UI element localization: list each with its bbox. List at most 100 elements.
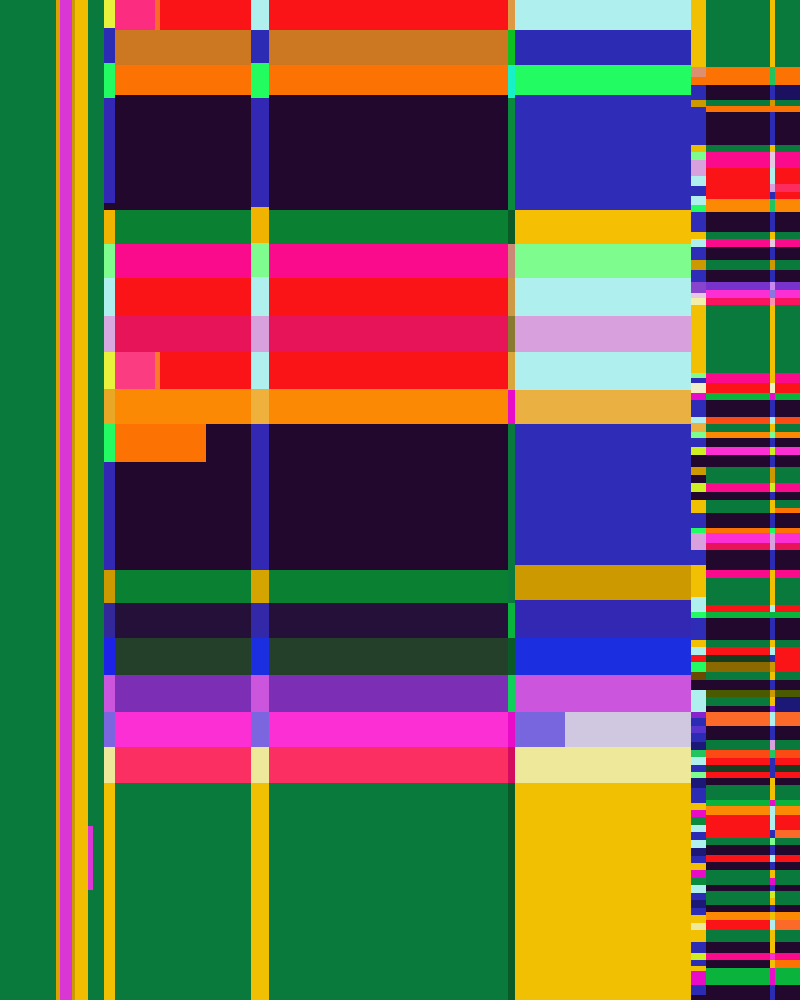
noise-band-right — [775, 838, 800, 845]
noise-band-main — [706, 640, 770, 647]
grid-col-c12-band — [691, 393, 706, 400]
noise-band-line — [770, 282, 775, 290]
noise-band-main — [706, 467, 770, 483]
noise-band-main — [706, 168, 770, 184]
noise-band-line — [770, 184, 775, 192]
grid-col-c6-band — [104, 244, 115, 278]
grid-col-c12-band — [691, 467, 706, 475]
noise-band-main — [706, 578, 770, 605]
noise-band-right — [775, 492, 800, 500]
grid-col-c12-band — [691, 212, 706, 232]
noise-band-right — [775, 968, 800, 985]
grid-col-c12-band — [691, 960, 706, 966]
main-row-c7-seg — [160, 352, 251, 389]
noise-band-right — [775, 905, 800, 912]
noise-band-line — [770, 543, 775, 550]
noise-band-main — [706, 373, 770, 383]
noise-band-main — [706, 550, 770, 570]
noise-band-right — [775, 640, 800, 647]
noise-band-main — [706, 0, 770, 67]
noise-band-line — [770, 740, 775, 750]
main-row-c7 — [115, 278, 251, 316]
noise-band-line — [770, 905, 775, 912]
noise-band-main — [706, 438, 770, 447]
noise-band-line — [770, 533, 775, 543]
noise-band-main — [706, 447, 770, 455]
grid-col-c11-split — [565, 712, 691, 747]
noise-band-right — [775, 740, 800, 750]
noise-band-line — [770, 838, 775, 845]
noise-band-right — [775, 528, 800, 533]
noise-band-right — [775, 393, 800, 400]
main-row-c7 — [115, 30, 251, 65]
grid-col-c12-band — [691, 803, 706, 810]
noise-band-right — [775, 942, 800, 953]
noise-band-right — [775, 483, 800, 492]
grid-col-c12-band — [691, 513, 706, 528]
main-row-c9 — [269, 783, 508, 1000]
noise-band-line — [770, 508, 775, 513]
grid-col-c12-band — [691, 915, 706, 923]
noise-band-main — [706, 891, 770, 898]
noise-band-right — [775, 447, 800, 455]
noise-band-main — [706, 298, 770, 305]
noise-band-line — [770, 492, 775, 500]
main-row-c7-seg — [115, 424, 206, 462]
main-row-c9 — [269, 95, 508, 210]
grid-col-c12-band — [691, 67, 706, 77]
grid-col-c12-band — [691, 690, 706, 703]
noise-band-line — [770, 483, 775, 492]
grid-col-c8-band — [251, 98, 269, 207]
noise-band-main — [706, 232, 770, 239]
grid-col-c12-band — [691, 953, 706, 960]
grid-col-c12-band — [691, 757, 706, 765]
noise-band-main — [706, 758, 770, 765]
noise-band-line — [770, 800, 775, 806]
noise-band-right — [775, 247, 800, 260]
noise-band-right — [775, 67, 800, 85]
noise-band-main — [706, 655, 770, 662]
main-row-c7-seg — [155, 0, 160, 30]
grid-col-c12-band — [691, 565, 706, 597]
main-row-c7-seg — [115, 0, 155, 30]
noise-band-line — [770, 778, 775, 785]
noise-band-main — [706, 920, 770, 930]
grid-col-c12-band — [691, 528, 706, 533]
noise-band-right — [775, 192, 800, 199]
noise-band-right — [775, 199, 800, 212]
noise-band-main — [706, 697, 770, 706]
noise-band-main — [706, 618, 770, 640]
noise-band-main — [706, 533, 770, 543]
main-row-c7 — [115, 316, 251, 352]
grid-col-c6-band — [104, 638, 115, 675]
noise-band-right — [775, 785, 800, 800]
grid-col-c12-band — [691, 966, 706, 971]
noise-band-line — [770, 528, 775, 533]
grid-col-c12-band — [691, 85, 706, 100]
noise-band-main — [706, 290, 770, 298]
grid-col-c8-band — [251, 712, 269, 747]
main-row-c7 — [115, 747, 251, 783]
grid-col-c12-band — [691, 788, 706, 795]
grid-col-c10-band — [508, 244, 515, 278]
left-stripe — [0, 0, 56, 1000]
grid-col-c6-band — [104, 462, 115, 570]
main-row-c7 — [115, 603, 251, 638]
noise-band-line — [770, 655, 775, 662]
noise-band-main — [706, 878, 770, 885]
noise-band-main — [706, 282, 770, 290]
grid-col-c10-band — [508, 747, 515, 783]
noise-band-right — [775, 647, 800, 655]
main-row-c9 — [269, 210, 508, 244]
grid-col-c12-band — [691, 832, 706, 840]
noise-band-right — [775, 550, 800, 570]
noise-band-main — [706, 239, 770, 247]
grid-col-c11-band — [515, 352, 691, 390]
grid-col-c10-band — [508, 675, 515, 712]
main-row-c9 — [269, 603, 508, 638]
main-row-c7-seg — [206, 424, 251, 462]
grid-col-c6-band — [104, 389, 115, 424]
noise-band-line — [770, 260, 775, 270]
grid-col-c12-band — [691, 475, 706, 483]
noise-band-line — [770, 67, 775, 85]
